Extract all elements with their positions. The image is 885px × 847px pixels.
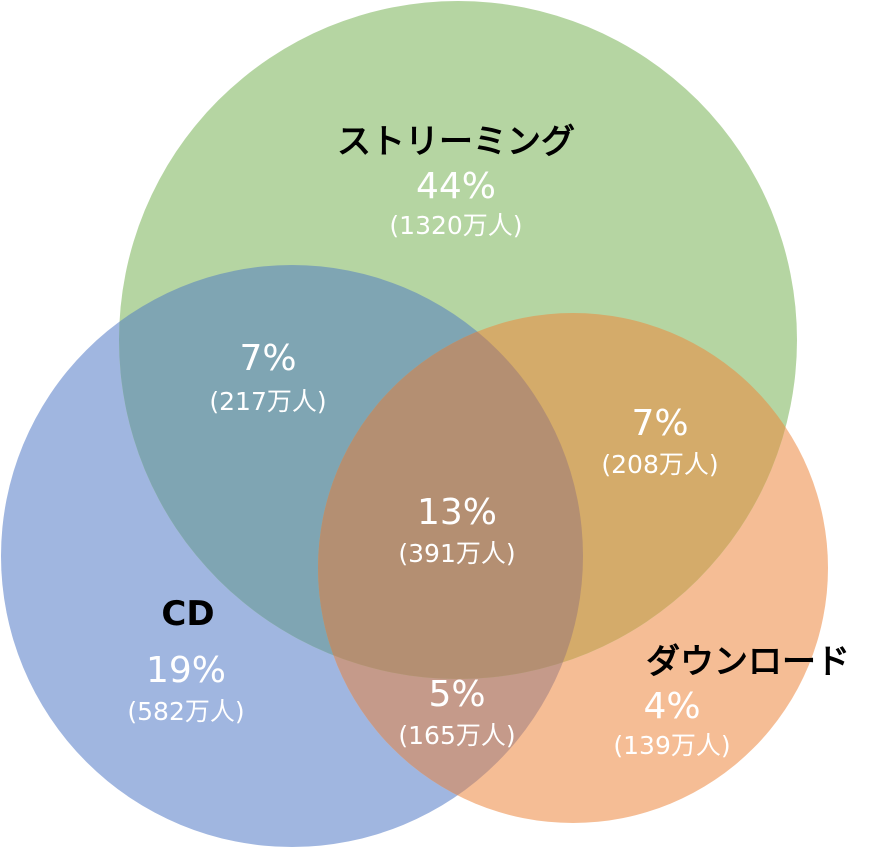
cd-label: CD — [161, 594, 215, 634]
cd-count: (582万人) — [127, 697, 245, 726]
streaming-percent: 44% — [415, 166, 497, 207]
streaming-download-percent: 7% — [631, 403, 689, 444]
streaming-cd-count: (217万人) — [209, 387, 327, 416]
streaming-download-count: (208万人) — [601, 450, 719, 479]
cd-download-percent: 5% — [428, 674, 486, 715]
streaming-label: ストリーミング — [337, 122, 575, 162]
cd-percent: 19% — [145, 650, 227, 691]
all-overlap — [318, 313, 583, 679]
cd-download-count: (165万人) — [398, 721, 516, 750]
download-percent: 4% — [643, 686, 701, 727]
all-percent: 13% — [416, 492, 498, 533]
streaming-count: (1320万人) — [389, 211, 523, 240]
download-label: ダウンロード — [646, 642, 850, 682]
all-count: (391万人) — [398, 539, 516, 568]
streaming-cd-percent: 7% — [239, 338, 297, 379]
download-count: (139万人) — [613, 731, 731, 760]
